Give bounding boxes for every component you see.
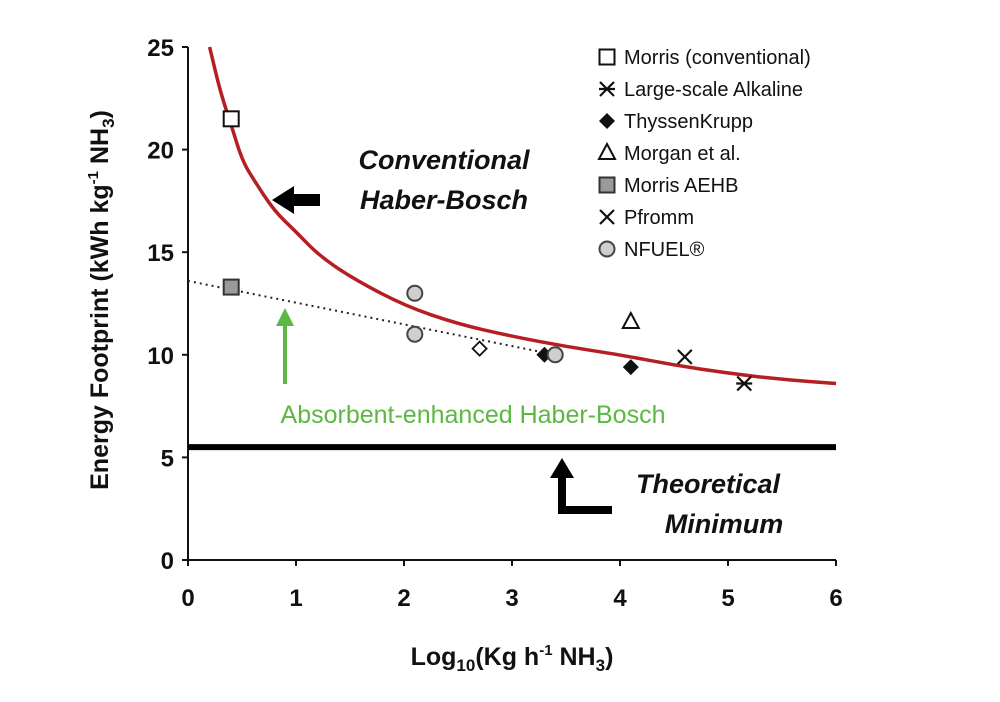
gray-circle-shape	[598, 240, 616, 258]
data-point-filled-diamond	[622, 359, 639, 376]
annotation-conventional-line2: Haber-Bosch	[360, 185, 528, 215]
data-point-open-diamond	[471, 340, 488, 357]
curves	[187, 46, 837, 451]
legend-marker-gray-circle	[598, 240, 616, 258]
green-arrow-up-icon	[276, 308, 294, 326]
y-axis-title-part: NH	[86, 128, 114, 171]
x-axis-title-sub: 10	[456, 656, 475, 675]
x-shape	[677, 349, 693, 365]
legend-label: ThyssenKrupp	[624, 111, 753, 133]
bent-arrow-shaft	[558, 475, 612, 514]
legend-label: Morris AEHB	[624, 175, 738, 197]
legend-marker-gray-square	[598, 176, 616, 194]
x-tick-label: 5	[721, 585, 734, 612]
conventional-haber-bosch-curve	[207, 46, 837, 386]
x-axis-title-sub: 3	[596, 656, 605, 675]
annotation-theoretical-line1: Theoretical	[636, 469, 781, 499]
y-tick-label: 15	[147, 240, 174, 267]
filled-diamond-shape	[622, 359, 639, 376]
legend-marker-asterisk	[599, 81, 615, 97]
x-tick-label: 1	[289, 585, 302, 612]
legend-label: Morgan et al.	[624, 143, 741, 165]
gray-circle-shape	[406, 284, 424, 302]
annotation-conventional-line1: Conventional	[358, 145, 530, 175]
x-axis-title-part: )	[605, 643, 613, 671]
gray-square-shape	[222, 278, 240, 296]
legend-label: Morris (conventional)	[624, 47, 811, 69]
x-axis-title-part: Log	[411, 643, 457, 671]
x-shape	[599, 209, 615, 225]
y-tick-label: 10	[147, 343, 174, 370]
legend-marker-open-square	[598, 48, 616, 66]
y-axis-title-part: Energy Footprint (kWh kg	[86, 184, 114, 490]
y-tick-label: 0	[161, 548, 174, 575]
x-tick-label: 4	[613, 585, 627, 612]
open-diamond-shape	[471, 340, 488, 357]
asterisk-shape	[599, 81, 615, 97]
annotations: Conventional Haber-Bosch Absorbent-enhance…	[272, 145, 783, 539]
filled-diamond-shape	[599, 113, 615, 129]
x-tick-label: 6	[829, 585, 842, 612]
legend-label: Pfromm	[624, 207, 694, 229]
open-triangle-shape	[621, 310, 641, 329]
data-point-x	[677, 349, 693, 365]
legend-marker-x	[599, 209, 615, 225]
y-tick-label: 5	[161, 445, 174, 472]
data-point-gray-circle	[406, 325, 424, 343]
gray-circle-shape	[406, 325, 424, 343]
open-triangle-shape	[597, 141, 617, 160]
y-axis-title-part: )	[86, 110, 114, 118]
y-tick-label: 25	[147, 35, 174, 62]
open-square-shape	[222, 110, 240, 128]
x-axis-title-sup: -1	[539, 642, 552, 659]
data-markers	[222, 110, 753, 392]
data-point-gray-circle	[546, 346, 564, 364]
x-tick-label: 3	[505, 585, 518, 612]
black-arrow-left-icon	[272, 186, 320, 214]
y-tick-label: 20	[147, 138, 174, 165]
gray-square-shape	[598, 176, 616, 194]
x-axis-title: Log10(Kg h-1 NH3)	[411, 642, 614, 675]
legend: Morris (conventional) Large-scale Alkalin…	[597, 47, 811, 261]
x-axis-title-part: NH	[553, 643, 596, 671]
x-axis-title-part: (Kg h	[475, 643, 539, 671]
data-point-open-square	[222, 110, 240, 128]
data-point-open-triangle	[621, 310, 641, 329]
data-point-gray-square	[222, 278, 240, 296]
aehb-trend-line	[187, 279, 556, 356]
black-arrow-up-icon	[550, 458, 574, 478]
y-axis-title: Energy Footprint (kWh kg-1 NH3)	[85, 110, 118, 490]
legend-label: Large-scale Alkaline	[624, 79, 803, 101]
data-point-asterisk	[736, 375, 753, 392]
annotation-theoretical-line2: Minimum	[665, 509, 784, 539]
legend-marker-filled-diamond	[599, 113, 615, 129]
x-tick-label: 2	[397, 585, 410, 612]
y-axis-title-sub: 3	[99, 118, 118, 127]
legend-label: NFUEL®	[624, 239, 705, 261]
x-tick-label: 0	[181, 585, 194, 612]
y-axis-title-sup: -1	[85, 171, 102, 184]
asterisk-shape	[736, 375, 753, 392]
open-square-shape	[598, 48, 616, 66]
data-point-gray-circle	[406, 284, 424, 302]
gray-circle-shape	[546, 346, 564, 364]
annotation-aehb: Absorbent-enhanced Haber-Bosch	[281, 401, 666, 429]
legend-marker-open-triangle	[597, 141, 617, 160]
